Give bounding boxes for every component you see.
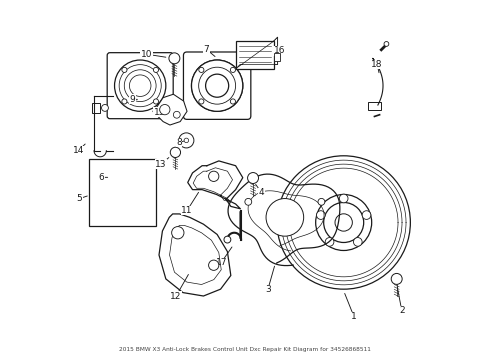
Circle shape: [208, 260, 219, 270]
Circle shape: [168, 53, 180, 64]
FancyBboxPatch shape: [91, 168, 103, 183]
Circle shape: [230, 67, 235, 72]
Circle shape: [129, 75, 151, 96]
Circle shape: [224, 236, 230, 243]
Circle shape: [171, 226, 183, 239]
Text: 16: 16: [273, 46, 285, 55]
Polygon shape: [236, 37, 277, 69]
Text: 18: 18: [371, 60, 382, 69]
Circle shape: [323, 202, 363, 243]
Text: 1: 1: [350, 312, 356, 321]
Circle shape: [183, 138, 188, 143]
Polygon shape: [159, 214, 230, 296]
FancyBboxPatch shape: [102, 171, 137, 209]
Text: 13: 13: [155, 160, 166, 169]
Circle shape: [179, 133, 193, 148]
Circle shape: [199, 99, 203, 104]
Text: 17: 17: [215, 258, 226, 267]
Circle shape: [153, 99, 158, 104]
Circle shape: [230, 67, 235, 72]
Circle shape: [160, 104, 170, 115]
Text: 2: 2: [398, 306, 404, 315]
Circle shape: [199, 67, 203, 72]
Circle shape: [205, 74, 228, 97]
FancyBboxPatch shape: [137, 170, 148, 183]
Text: 10: 10: [141, 50, 152, 59]
Text: 9: 9: [129, 95, 135, 104]
Polygon shape: [153, 94, 187, 125]
Circle shape: [353, 238, 362, 246]
Circle shape: [124, 70, 156, 102]
Bar: [236, 41, 273, 69]
Circle shape: [199, 67, 203, 72]
Circle shape: [390, 274, 401, 284]
Circle shape: [198, 67, 235, 104]
Text: 12: 12: [170, 292, 182, 301]
Bar: [367, 102, 380, 110]
FancyBboxPatch shape: [107, 53, 173, 119]
Text: 5: 5: [77, 194, 82, 203]
FancyBboxPatch shape: [137, 205, 148, 217]
Circle shape: [315, 194, 371, 251]
Circle shape: [191, 60, 243, 111]
Text: 7: 7: [203, 45, 209, 54]
Circle shape: [339, 194, 347, 203]
FancyBboxPatch shape: [183, 52, 250, 120]
Circle shape: [362, 211, 370, 219]
Circle shape: [230, 99, 235, 104]
Circle shape: [119, 65, 161, 107]
Circle shape: [102, 104, 108, 111]
Circle shape: [383, 41, 388, 46]
Circle shape: [334, 214, 352, 231]
Circle shape: [230, 99, 235, 104]
Circle shape: [199, 99, 203, 104]
Circle shape: [247, 172, 258, 184]
Circle shape: [191, 60, 243, 111]
Text: 14: 14: [72, 146, 84, 155]
Text: 4: 4: [258, 188, 264, 197]
Circle shape: [325, 238, 333, 246]
Text: 8: 8: [176, 138, 182, 147]
Circle shape: [317, 198, 324, 205]
Circle shape: [114, 60, 165, 111]
Circle shape: [276, 156, 409, 289]
Bar: [273, 53, 279, 61]
Text: 3: 3: [264, 285, 270, 294]
Circle shape: [208, 171, 219, 181]
Circle shape: [316, 211, 325, 219]
Text: 6: 6: [99, 173, 104, 182]
Circle shape: [244, 198, 251, 205]
Bar: [92, 103, 100, 113]
Circle shape: [122, 99, 127, 104]
Circle shape: [210, 79, 223, 92]
Circle shape: [153, 67, 158, 72]
FancyBboxPatch shape: [91, 204, 103, 219]
Text: 11: 11: [181, 206, 192, 215]
Bar: [89, 159, 155, 226]
FancyBboxPatch shape: [102, 171, 136, 210]
Circle shape: [170, 147, 180, 158]
Circle shape: [122, 67, 127, 72]
Text: 2015 BMW X3 Anti-Lock Brakes Control Unit Dxc Repair Kit Diagram for 34526868511: 2015 BMW X3 Anti-Lock Brakes Control Uni…: [118, 347, 370, 352]
Circle shape: [198, 67, 235, 104]
Circle shape: [265, 199, 303, 236]
Text: 15: 15: [154, 108, 165, 117]
Circle shape: [205, 74, 228, 97]
Circle shape: [173, 111, 180, 118]
